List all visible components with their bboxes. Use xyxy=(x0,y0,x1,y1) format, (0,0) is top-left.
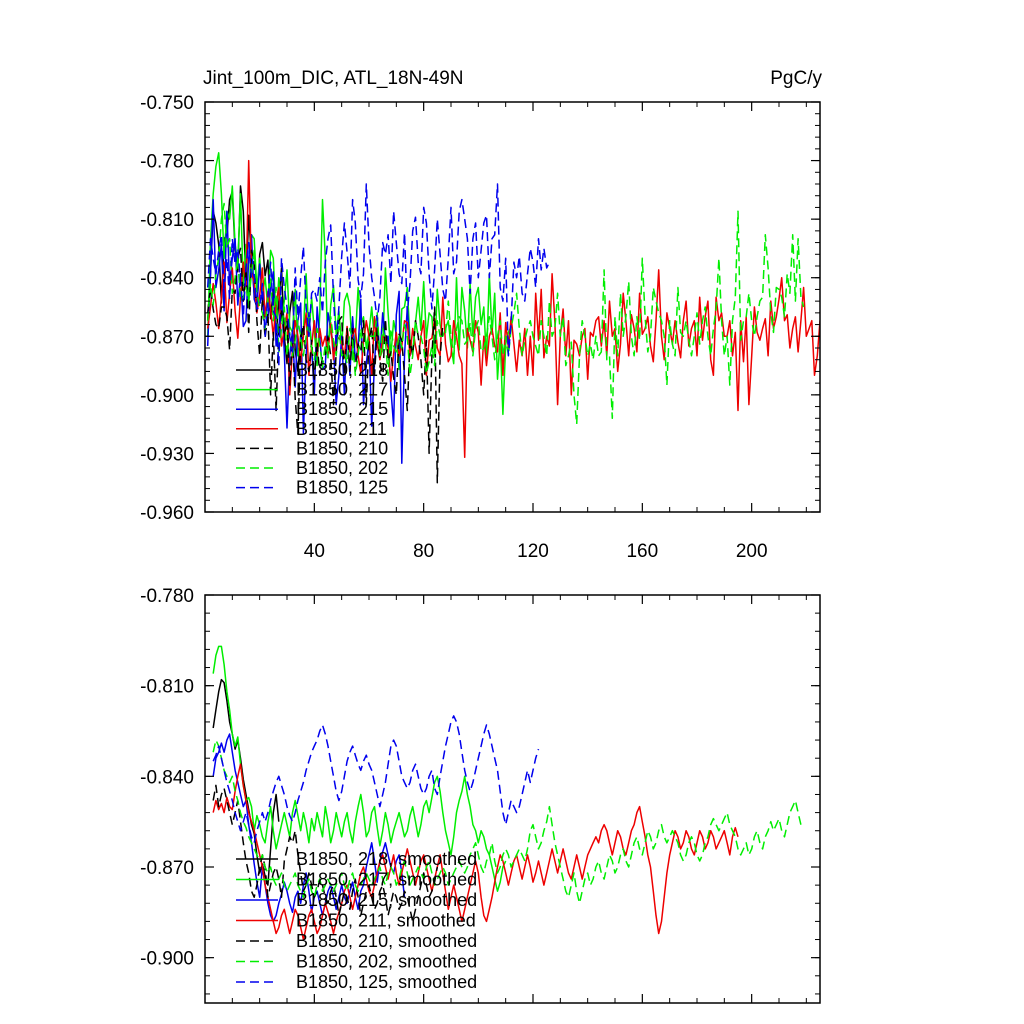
bottom-series-line-1 xyxy=(212,678,280,886)
bottom-ytick-label: -0.840 xyxy=(140,767,194,788)
top-xtick-label: 160 xyxy=(626,541,658,562)
top-series-line-7 xyxy=(206,183,551,367)
bottom-series-line-3 xyxy=(212,733,406,923)
bottom-series-line-6 xyxy=(212,739,802,905)
bottom-series-line-4 xyxy=(212,763,739,941)
top-ticks: -0.750 -0.780 -0.810 -0.840 -0.870 -0.900 -0.9… xyxy=(140,93,820,562)
bottom-legend-label: B1850, 218, smoothed xyxy=(296,849,477,869)
top-legend-label: B1850, 202 xyxy=(296,458,388,478)
bottom-panel: -0.780 -0.810 -0.840 -0.870 -0.900 B1850, 21… xyxy=(140,586,821,1004)
top-xtick-label: 120 xyxy=(517,541,549,562)
top-series-layer xyxy=(206,152,820,484)
top-legend-label: B1850, 217 xyxy=(296,380,388,400)
top-xtick-label: 80 xyxy=(413,541,434,562)
top-ytick-label: -0.870 xyxy=(140,327,194,348)
bottom-legend-label: B1850, 217, smoothed xyxy=(296,870,477,890)
bottom-series-line-5 xyxy=(212,784,439,923)
top-legend-label: B1850, 125 xyxy=(296,478,388,498)
bottom-series-line-2 xyxy=(212,645,507,892)
bottom-ticks: -0.780 -0.810 -0.840 -0.870 -0.900 xyxy=(140,586,820,1003)
unit-label: PgC/y xyxy=(770,68,822,89)
top-legend-label: B1850, 218 xyxy=(296,360,388,380)
bottom-plot-frame xyxy=(204,594,821,1004)
bottom-legend-label: B1850, 125, smoothed xyxy=(296,972,477,992)
bottom-ytick-label: -0.900 xyxy=(140,949,194,970)
bottom-legend-label: B1850, 211, smoothed xyxy=(296,911,476,931)
top-ytick-label: -0.840 xyxy=(140,269,194,290)
bottom-series-line-7 xyxy=(212,715,540,844)
top-legend-label: B1850, 210 xyxy=(296,438,388,458)
top-ytick-label: -0.930 xyxy=(140,444,194,465)
top-xtick-label: 200 xyxy=(736,541,768,562)
top-ytick-label: -0.810 xyxy=(140,210,194,231)
top-ytick-label: -0.900 xyxy=(140,386,194,407)
bottom-legend-label: B1850, 202, smoothed xyxy=(296,952,477,972)
top-plot-frame xyxy=(204,101,821,513)
top-series-line-4 xyxy=(206,159,820,459)
bottom-legend-label: B1850, 215, smoothed xyxy=(296,890,477,910)
top-series-line-6 xyxy=(206,202,805,425)
top-panel: -0.750 -0.780 -0.810 -0.840 -0.870 -0.900 -0.9… xyxy=(140,68,822,562)
top-ytick-label: -0.780 xyxy=(140,152,194,173)
top-ytick-label: -0.750 xyxy=(140,93,194,114)
top-ytick-label: -0.960 xyxy=(140,503,194,524)
bottom-ytick-label: -0.870 xyxy=(140,858,194,879)
top-legend-label: B1850, 211 xyxy=(296,419,387,439)
bottom-ytick-label: -0.810 xyxy=(140,677,194,698)
chart-title: Jint_100m_DIC, ATL_18N-49N xyxy=(203,68,464,89)
top-xtick-label: 40 xyxy=(304,541,325,562)
top-legend-label: B1850, 215 xyxy=(296,399,388,419)
bottom-series-layer xyxy=(212,645,802,941)
bottom-legend-label: B1850, 210, smoothed xyxy=(296,931,477,951)
bottom-ytick-label: -0.780 xyxy=(140,586,194,607)
